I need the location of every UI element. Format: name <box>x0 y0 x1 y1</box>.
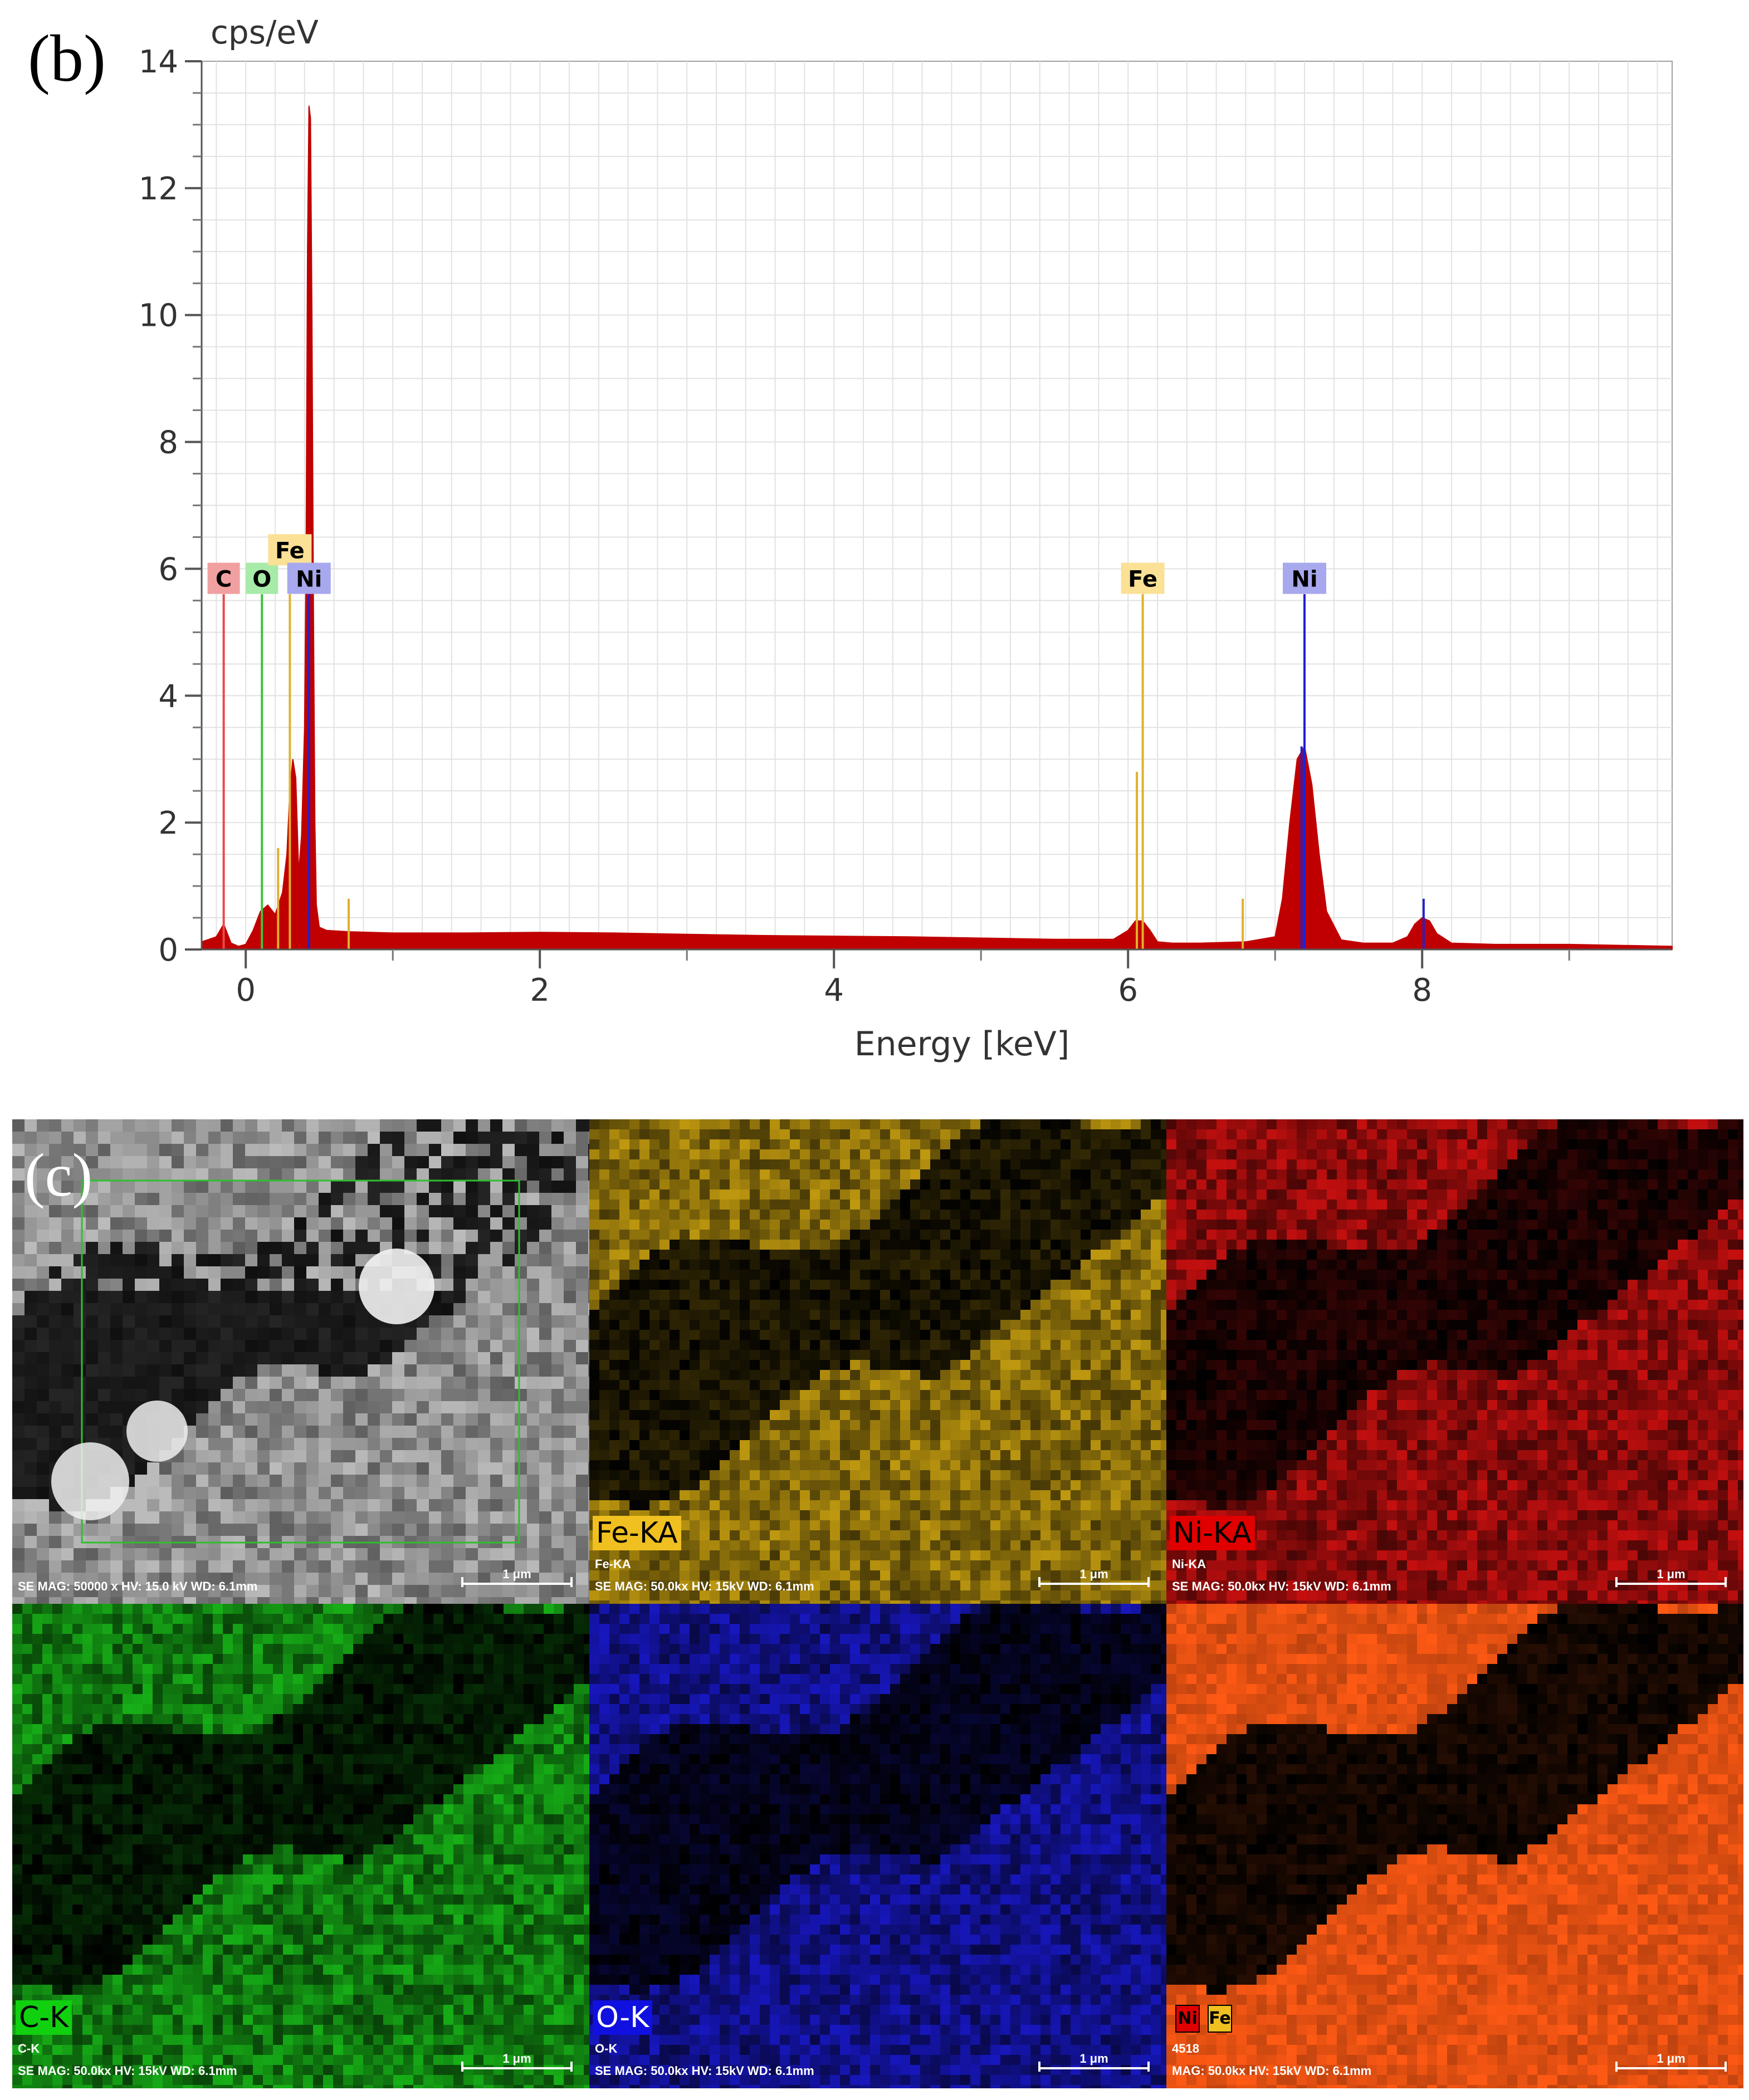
element-label-box <box>207 562 240 594</box>
grid-lines <box>202 61 1672 949</box>
element-label: Ni <box>296 567 322 593</box>
scale-bar-label: 1 μm <box>1657 1567 1686 1581</box>
scale-bar-line <box>461 2062 573 2072</box>
element-label: O <box>252 567 271 593</box>
map-tile-se-image: SE MAG: 50000 x HV: 15.0 kV WD: 6.1mm 1 μ… <box>12 1119 589 1604</box>
y-tick-label: 6 <box>158 551 178 588</box>
map-tile-c-k: C-K C-K SE MAG: 50.0kx HV: 15kV WD: 6.1mm 1… <box>12 1604 589 2088</box>
element-map-label: C-K <box>16 2000 72 2035</box>
y-tick-label: 4 <box>158 678 178 714</box>
element-map-label: Ni-KA <box>1170 1516 1255 1550</box>
element-label: Ni <box>1291 567 1317 593</box>
map-image <box>589 1604 1166 2088</box>
scale-bar: 1 μm <box>1615 1567 1727 1592</box>
scale-bar: 1 μm <box>1038 1567 1150 1592</box>
scale-bar-line <box>461 1577 573 1587</box>
scale-bar-line <box>1038 1577 1150 1587</box>
acquisition-info: MAG: 50.0kx HV: 15kV WD: 6.1mm <box>1172 2064 1372 2078</box>
y-tick-label: 8 <box>158 425 178 461</box>
x-tick-label: 8 <box>1412 972 1432 1009</box>
x-tick-label: 0 <box>236 972 256 1009</box>
y-tick-label: 2 <box>158 805 178 841</box>
scale-bar: 1 μm <box>461 2052 573 2076</box>
map-sublabel: O-K <box>595 2042 618 2055</box>
scale-bar-label: 1 μm <box>1657 2052 1686 2065</box>
map-sublabel: 4518 <box>1172 2042 1199 2055</box>
map-image <box>1166 1119 1743 1604</box>
scale-bar: 1 μm <box>1615 2052 1727 2076</box>
acquisition-info: SE MAG: 50.0kx HV: 15kV WD: 6.1mm <box>595 2064 814 2078</box>
element-label-box <box>246 562 279 594</box>
element-map-label: Fe-KA <box>593 1516 681 1550</box>
map-tile-overlay: Ni Fe 4518 MAG: 50.0kx HV: 15kV WD: 6.1mm 1 … <box>1166 1604 1743 2088</box>
overlay-legend-badge: Ni <box>1175 2005 1200 2033</box>
element-label-box <box>268 534 312 566</box>
x-tick-label: 6 <box>1118 972 1138 1009</box>
spectrum-area <box>201 105 1673 950</box>
map-image <box>1166 1604 1743 2088</box>
element-label: Fe <box>1128 567 1157 593</box>
scale-bar: 1 μm <box>1038 2052 1150 2076</box>
overlay-legend-badge: Fe <box>1208 2005 1232 2033</box>
map-tile-fe-ka: Fe-KA Fe-KA SE MAG: 50.0kx HV: 15kV WD: 6.… <box>589 1119 1166 1604</box>
map-sublabel: Ni-KA <box>1172 1557 1206 1571</box>
acquisition-info: SE MAG: 50.0kx HV: 15kV WD: 6.1mm <box>1172 1579 1391 1593</box>
map-image <box>12 1119 589 1604</box>
map-tile-o-k: O-K O-K SE MAG: 50.0kx HV: 15kV WD: 6.1mm 1… <box>589 1604 1166 2088</box>
scale-bar-label: 1 μm <box>1079 1567 1108 1581</box>
y-tick-label: 0 <box>158 932 178 968</box>
x-tick-label: 2 <box>530 972 550 1009</box>
element-label: Fe <box>275 538 305 564</box>
map-image <box>12 1604 589 2088</box>
x-tick-label: 4 <box>824 972 844 1009</box>
eds-spectrum-panel: (b) C O Fe Ni Fe Ni 0 2 4 6 8 0 2 4 6 8 10 12 14 cps/eV Ener… <box>28 13 1673 1064</box>
scale-bar: 1 μm <box>461 1567 573 1592</box>
acquisition-info: SE MAG: 50.0kx HV: 15kV WD: 6.1mm <box>18 2064 237 2078</box>
scale-bar-label: 1 μm <box>502 1567 531 1581</box>
acquisition-info: SE MAG: 50000 x HV: 15.0 kV WD: 6.1mm <box>18 1579 258 1593</box>
y-axis-label: cps/eV <box>211 13 319 51</box>
scale-bar-line <box>1615 2062 1727 2072</box>
element-label-box <box>1121 562 1165 594</box>
acquisition-info: SE MAG: 50.0kx HV: 15kV WD: 6.1mm <box>595 1579 814 1593</box>
y-tick-label: 14 <box>139 44 178 80</box>
y-tick-label: 12 <box>139 171 178 207</box>
map-sublabel: C-K <box>18 2042 40 2055</box>
map-image <box>589 1119 1166 1604</box>
panel-letter-b: (b) <box>28 21 106 95</box>
scale-bar-label: 1 μm <box>1079 2052 1108 2065</box>
scale-bar-line <box>1038 2062 1150 2072</box>
x-axis-label: Energy [keV] <box>854 1025 1070 1064</box>
scale-bar-line <box>1615 1577 1727 1587</box>
eds-mapping-panel: SE MAG: 50000 x HV: 15.0 kV WD: 6.1mm 1 μ… <box>12 1119 1743 2088</box>
scale-bar-label: 1 μm <box>502 2052 531 2065</box>
element-label-box <box>287 562 331 594</box>
y-tick-label: 10 <box>139 298 178 334</box>
map-tile-ni-ka: Ni-KA Ni-KA SE MAG: 50.0kx HV: 15kV WD: 6.… <box>1166 1119 1743 1604</box>
panel-letter-c: (c) <box>25 1141 93 1209</box>
map-sublabel: Fe-KA <box>595 1557 631 1571</box>
element-label: C <box>216 567 232 593</box>
element-label-box <box>1283 562 1326 594</box>
element-map-label: O-K <box>593 2000 653 2035</box>
